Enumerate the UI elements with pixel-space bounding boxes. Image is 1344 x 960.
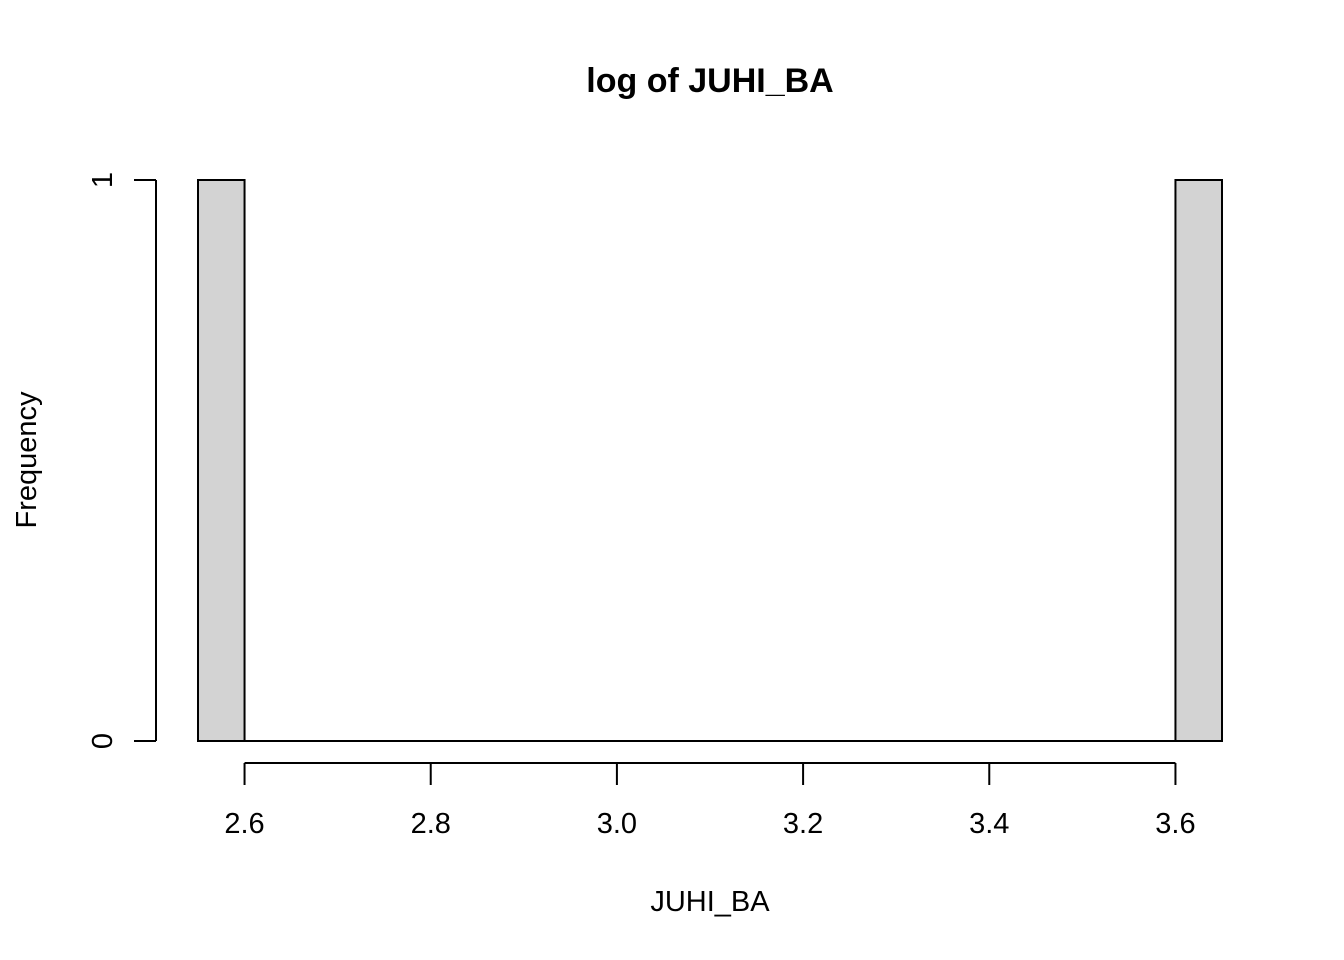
histogram-bar-0 [197, 179, 246, 742]
y-axis: 01 [87, 172, 157, 749]
x-axis: 2.6 2.8 3.0 3.2 3.4 3.6 [224, 762, 1196, 840]
bars-layer [197, 179, 1224, 742]
chart-title: log of JUHI_BA [586, 62, 833, 100]
y-axis-label: Frequency [11, 391, 43, 529]
x-axis-label: JUHI_BA [650, 886, 770, 918]
x-tick-label: 3.4 [969, 808, 1009, 840]
y-tick-label: 1 [87, 172, 119, 188]
x-tick-label: 3.0 [597, 808, 637, 840]
x-tick-label: 2.6 [224, 808, 264, 840]
x-tick-label: 2.8 [411, 808, 451, 840]
histogram-bar-1 [1174, 179, 1224, 742]
x-tick-label: 3.2 [783, 808, 823, 840]
y-tick-label: 0 [87, 733, 119, 749]
x-tick-label: 3.6 [1155, 808, 1195, 840]
